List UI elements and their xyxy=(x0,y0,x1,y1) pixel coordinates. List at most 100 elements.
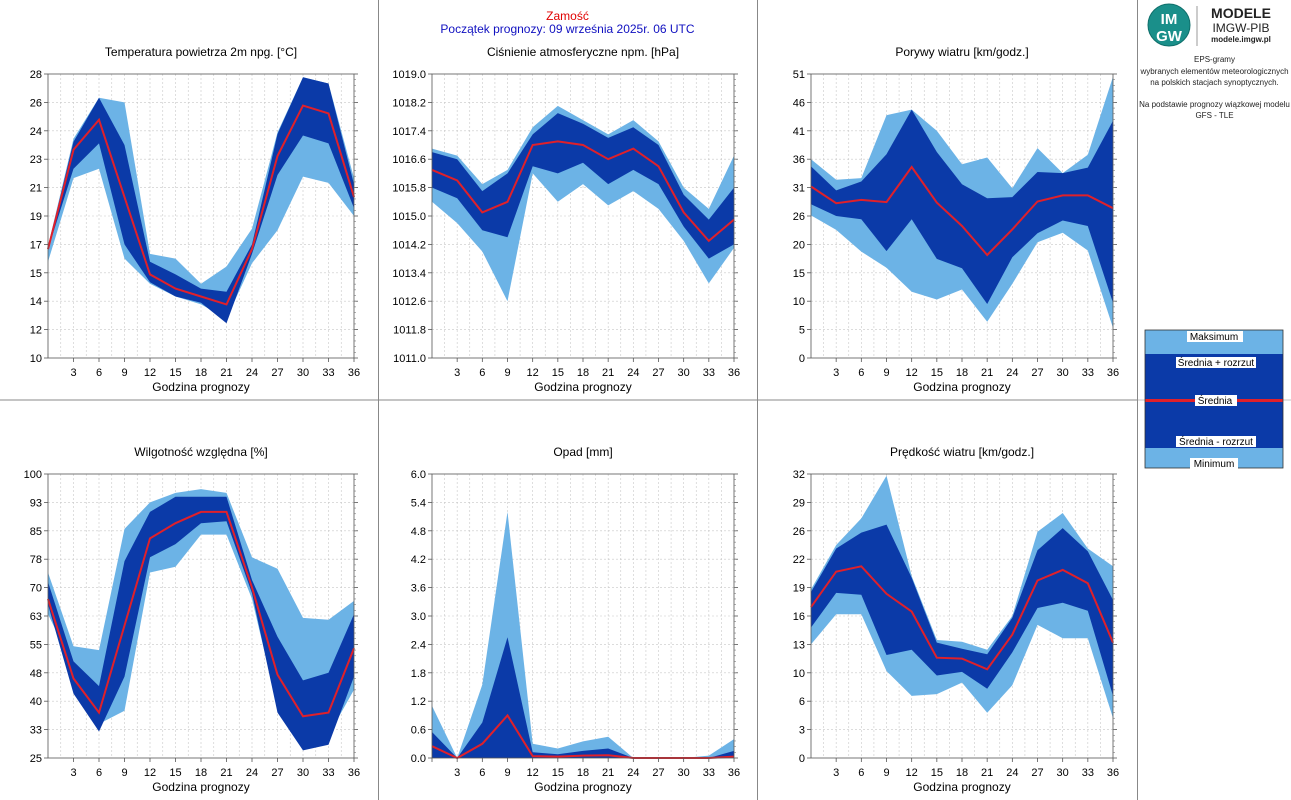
x-tick-label: 15 xyxy=(931,767,943,779)
legend-mean-plus-label: Średnia + rozrzut xyxy=(1178,356,1255,369)
chart-panel-2: Porywy wiatru [km/godz.]0510152026313641… xyxy=(793,45,1119,394)
chart-title: Ciśnienie atmosferyczne npm. [hPa] xyxy=(487,45,679,59)
x-tick-label: 33 xyxy=(322,367,334,379)
x-tick-label: 12 xyxy=(906,367,918,379)
logo-url: modele.imgw.pl xyxy=(1211,35,1271,44)
x-tick-label: 21 xyxy=(981,767,993,779)
x-tick-label: 9 xyxy=(121,367,127,379)
x-tick-label: 24 xyxy=(246,767,258,779)
chart-panel-5: Prędkość wiatru [km/godz.]03610131619222… xyxy=(793,445,1119,794)
x-tick-label: 36 xyxy=(348,767,360,779)
legend-mean-label: Średnia xyxy=(1198,394,1233,407)
y-tick-label: 22 xyxy=(793,554,805,566)
x-tick-label: 9 xyxy=(121,767,127,779)
legend-max-label: Maksimum xyxy=(1190,332,1238,343)
y-tick-label: 85 xyxy=(30,526,42,538)
y-tick-label: 26 xyxy=(793,211,805,223)
y-tick-label: 0 xyxy=(799,753,805,765)
x-tick-label: 6 xyxy=(479,367,485,379)
x-tick-label: 33 xyxy=(703,767,715,779)
y-tick-label: 0.0 xyxy=(411,753,426,765)
chart-panel-3: Wilgotność względna [%]25334048556370788… xyxy=(24,445,360,794)
y-tick-label: 55 xyxy=(30,639,42,651)
x-tick-label: 3 xyxy=(454,767,460,779)
y-tick-label: 15 xyxy=(793,268,805,280)
x-tick-label: 15 xyxy=(931,367,943,379)
y-tick-label: 51 xyxy=(793,69,805,81)
y-tick-label: 5 xyxy=(799,325,805,337)
logo-title: MODELE xyxy=(1211,5,1271,21)
x-tick-label: 6 xyxy=(479,767,485,779)
x-tick-label: 30 xyxy=(297,767,309,779)
band-spread xyxy=(432,637,734,758)
x-tick-label: 15 xyxy=(552,367,564,379)
x-tick-label: 21 xyxy=(981,367,993,379)
x-tick-label: 12 xyxy=(144,767,156,779)
y-tick-label: 1015.0 xyxy=(392,211,426,223)
x-tick-label: 15 xyxy=(169,367,181,379)
y-tick-label: 4.8 xyxy=(411,526,426,538)
imgw-logo: IM GW MODELE IMGW-PIB modele.imgw.pl xyxy=(1147,3,1271,47)
y-tick-label: 12 xyxy=(30,325,42,337)
y-tick-label: 100 xyxy=(24,469,42,481)
y-tick-label: 1.8 xyxy=(411,668,426,680)
y-tick-label: 28 xyxy=(30,69,42,81)
y-tick-label: 1013.4 xyxy=(392,268,426,280)
y-tick-label: 21 xyxy=(30,183,42,195)
x-tick-label: 18 xyxy=(195,367,207,379)
band-spread xyxy=(432,113,734,259)
y-tick-label: 3 xyxy=(799,725,805,737)
y-tick-label: 41 xyxy=(793,126,805,138)
y-tick-label: 10 xyxy=(30,353,42,365)
logo-mark-top: IM xyxy=(1161,11,1178,28)
x-tick-label: 18 xyxy=(577,767,589,779)
band-spread xyxy=(48,77,354,324)
y-tick-label: 1011.8 xyxy=(393,325,426,337)
y-tick-label: 19 xyxy=(793,583,805,595)
x-tick-label: 3 xyxy=(70,367,76,379)
x-tick-label: 12 xyxy=(144,367,156,379)
x-tick-label: 27 xyxy=(1031,767,1043,779)
x-tick-label: 36 xyxy=(728,367,740,379)
band-spread xyxy=(48,496,354,751)
y-tick-label: 33 xyxy=(30,725,42,737)
y-tick-label: 70 xyxy=(30,583,42,595)
x-tick-label: 30 xyxy=(678,767,690,779)
y-tick-label: 24 xyxy=(30,126,42,138)
side-note-line5: GFS - TLE xyxy=(1195,111,1234,120)
x-tick-label: 27 xyxy=(652,767,664,779)
y-tick-label: 2.4 xyxy=(411,639,426,651)
x-tick-label: 18 xyxy=(577,367,589,379)
y-tick-label: 3.0 xyxy=(411,611,426,623)
x-tick-label: 9 xyxy=(504,367,510,379)
y-tick-label: 1017.4 xyxy=(392,126,426,138)
y-tick-label: 25 xyxy=(30,753,42,765)
x-tick-label: 9 xyxy=(504,767,510,779)
x-tick-label: 3 xyxy=(833,367,839,379)
x-tick-label: 27 xyxy=(271,367,283,379)
y-tick-label: 1019.0 xyxy=(392,69,426,81)
x-tick-label: 6 xyxy=(96,767,102,779)
x-tick-label: 3 xyxy=(454,367,460,379)
y-tick-label: 93 xyxy=(30,497,42,509)
side-note-line4: Na podstawie prognozy wiązkowej modelu xyxy=(1139,100,1290,109)
legend-mean-minus-label: Średnia - rozrzut xyxy=(1179,435,1253,448)
y-tick-label: 16 xyxy=(793,611,805,623)
x-tick-label: 27 xyxy=(1031,367,1043,379)
station-name: Zamość xyxy=(546,9,589,23)
chart-panel-0: Temperatura powietrza 2m npg. [°C] 10 12 14… xyxy=(30,45,360,394)
x-tick-label: 33 xyxy=(1082,367,1094,379)
x-tick-label: 30 xyxy=(297,367,309,379)
y-tick-label: 63 xyxy=(30,611,42,623)
y-tick-label: 32 xyxy=(793,469,805,481)
y-tick-label: 0 xyxy=(799,353,805,365)
x-axis-label: Godzina prognozy xyxy=(913,780,1010,794)
band-spread xyxy=(811,524,1113,696)
y-tick-label: 14 xyxy=(30,296,42,308)
x-tick-label: 27 xyxy=(652,367,664,379)
x-tick-label: 18 xyxy=(195,767,207,779)
y-tick-label: 20 xyxy=(793,239,805,251)
x-tick-label: 24 xyxy=(627,367,639,379)
y-tick-label: 1012.6 xyxy=(392,296,426,308)
